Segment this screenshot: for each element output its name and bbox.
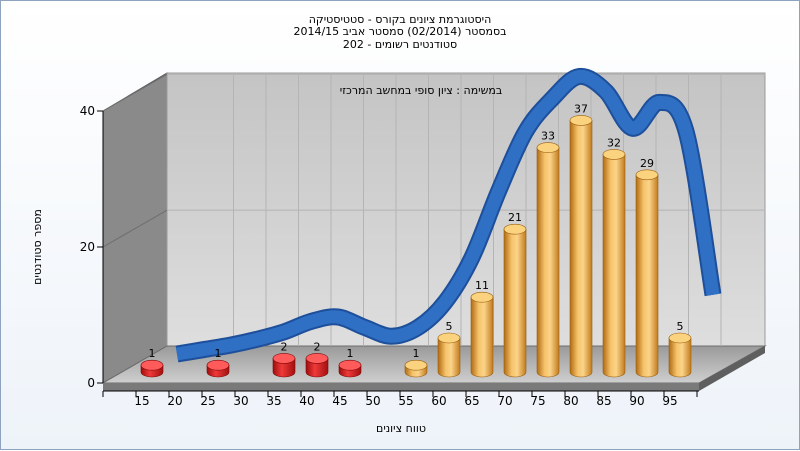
value-label: 11 [475, 279, 489, 292]
x-axis-title: טווח ציונים [376, 422, 426, 435]
value-label: 2 [281, 340, 288, 353]
x-axis: 15 20 25 30 35 40 45 50 55 60 65 70 75 80 85 90 95 [102, 390, 699, 408]
bar [569, 115, 593, 378]
bar [272, 353, 296, 378]
value-label: 32 [607, 136, 621, 149]
bar-top [437, 332, 461, 344]
bar [140, 359, 164, 378]
x-tick-label: 45 [332, 394, 347, 408]
bar-top [404, 359, 428, 371]
y-tick-label: 20 [80, 240, 95, 254]
x-tick-label: 85 [596, 394, 611, 408]
chart-floor-edge [103, 383, 699, 391]
chart-side-wall [102, 72, 168, 384]
bar-top [536, 142, 560, 153]
bar-top [569, 115, 593, 126]
x-tick-label: 35 [266, 394, 281, 408]
bar [602, 149, 626, 378]
trend-ribbon [175, 67, 722, 363]
bar [668, 332, 692, 378]
bar-top [272, 353, 296, 364]
bar [470, 291, 494, 378]
bar-body [602, 154, 626, 378]
x-tick-label: 70 [497, 394, 512, 408]
x-tick-label: 15 [134, 394, 149, 408]
bar-top [668, 332, 692, 344]
x-tick-label: 95 [662, 394, 677, 408]
chart-title-line-3: סטודנטים רשומים - 202 [342, 38, 458, 51]
value-label: 1 [413, 347, 420, 360]
bars-group [140, 115, 692, 378]
bar-top [206, 359, 230, 371]
x-tick-label: 50 [365, 394, 380, 408]
y-tick-label: 0 [87, 376, 95, 390]
bar-top [338, 359, 362, 371]
x-tick-label: 80 [563, 394, 578, 408]
x-tick-label: 65 [464, 394, 479, 408]
value-label: 1 [347, 347, 354, 360]
value-label: 2 [314, 340, 321, 353]
bar [536, 142, 560, 378]
x-tick-label: 90 [629, 394, 644, 408]
bar [635, 169, 659, 378]
x-tick-label: 30 [233, 394, 248, 408]
bar-body [470, 296, 494, 378]
bar-body [569, 120, 593, 378]
value-label: 37 [574, 102, 588, 115]
bar [305, 353, 329, 378]
chart-title-line-1: היסטוגרמת ציונים בקורס - סטטיסטיקה [308, 13, 492, 26]
x-tick-label: 75 [530, 394, 545, 408]
value-label: 1 [149, 347, 156, 360]
bar [503, 223, 527, 378]
value-label: 5 [446, 320, 453, 333]
bar-body [536, 147, 560, 378]
chart-floor-edge-side [699, 346, 765, 391]
bar [404, 359, 428, 378]
bar [437, 332, 461, 378]
x-tick-label: 40 [299, 394, 314, 408]
y-axis: 0 20 40 [80, 104, 104, 390]
value-label: 29 [640, 157, 654, 170]
bar-top [305, 353, 329, 364]
bar-top [470, 291, 494, 303]
bar-body [503, 228, 527, 378]
bar [206, 359, 230, 378]
side-gridline [102, 73, 168, 112]
side-gridline [102, 209, 168, 248]
value-label: 5 [677, 320, 684, 333]
bar-top [503, 223, 527, 235]
y-tick-label: 40 [80, 104, 95, 118]
bar-top [140, 359, 164, 371]
y-axis-title: מספר סטודנטים [31, 209, 44, 285]
x-tick-label: 55 [398, 394, 413, 408]
bar-body [437, 337, 461, 378]
chart-title-line-2: בסמסטר (02/2014) סמסטר אביב 2014/15 [293, 25, 507, 38]
value-label: 21 [508, 211, 522, 224]
trend-ribbon-line [175, 69, 720, 361]
x-tick-label: 60 [431, 394, 446, 408]
value-label: 1 [215, 347, 222, 360]
x-tick-label: 20 [167, 394, 182, 408]
bar-body [668, 337, 692, 378]
chart-back-wall [166, 72, 766, 347]
bar-top [602, 149, 626, 160]
bar-body [635, 174, 659, 378]
chart-annotation: במשימה : ציון סופי במחשב המרכזי [340, 84, 503, 97]
x-tick-label: 25 [200, 394, 215, 408]
value-label: 33 [541, 130, 555, 143]
bar-top [635, 169, 659, 181]
bar [338, 359, 362, 378]
